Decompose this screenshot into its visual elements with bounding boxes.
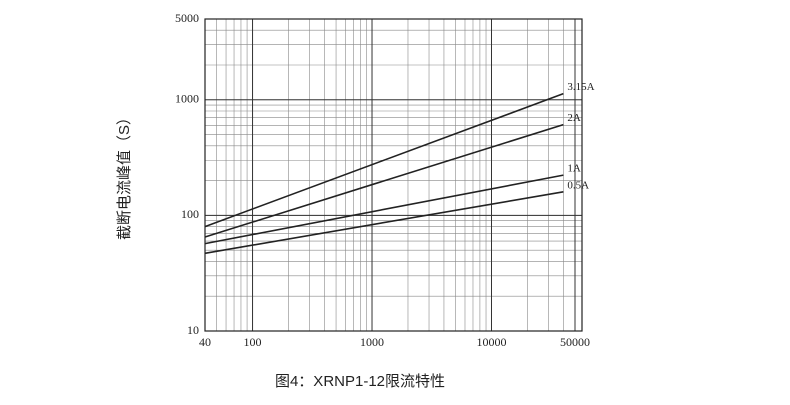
y-tick-label: 5000 (175, 11, 199, 25)
series-label: 2A (567, 112, 581, 124)
y-tick-label: 1000 (175, 92, 199, 106)
series-line (204, 174, 564, 245)
series-label: 3.15A (567, 81, 594, 93)
x-tick-label: 50000 (560, 335, 590, 349)
x-tick-label: 40 (199, 335, 211, 349)
x-tick-label: 1000 (360, 335, 384, 349)
y-tick-label: 100 (181, 207, 199, 221)
x-tick-label: 10000 (476, 335, 506, 349)
series-line (204, 123, 564, 238)
caption: 图4：XRNP1-12限流特性 (275, 373, 445, 390)
x-tick-label: 100 (244, 335, 262, 349)
y-axis-title: 截断电流峰值（S） (116, 110, 133, 240)
y-tick-label: 10 (187, 323, 199, 337)
series-label: 1A (567, 163, 581, 175)
series-label: 0.5A (567, 179, 589, 191)
plot-frame (204, 18, 583, 332)
series-line (204, 191, 564, 255)
series-line (204, 92, 564, 228)
